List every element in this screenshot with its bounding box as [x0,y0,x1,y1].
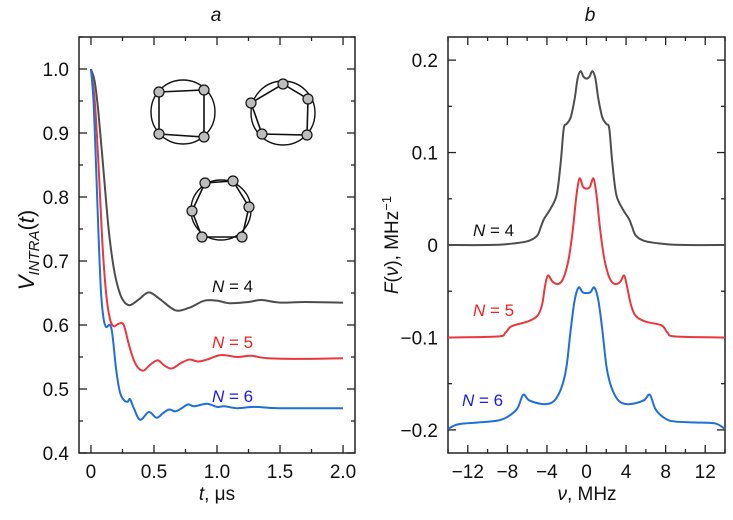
panel-b-series-n4-line [447,70,726,247]
panel-b-ticks: −12 −8 −4 0 4 8 12 −0.2 −0.1 0 0.1 0.2 [400,37,726,483]
x-tick-label: −8 [497,462,519,483]
panel-a-series-n6-line [89,68,344,421]
panel-a-label-n4: N = 4 [212,277,253,296]
inset-ring-4-sites [150,79,216,145]
y-tick-label: 0.4 [43,444,70,465]
panel-b-title: b [585,5,596,26]
panel-a: 0 0.5 1.0 1.5 2.0 0.4 0.5 0.6 0.7 0.8 0.9 1.0 t, μs… [14,36,356,505]
x-tick-label: 0.5 [141,462,167,483]
x-tick-label: 12 [695,462,716,483]
inset-ring-6-sites [186,175,255,243]
panel-a-xlabel: t, μs [199,484,235,505]
panel-a-label-n5: N = 5 [212,333,253,352]
panel-a-series-n5-line [89,68,344,372]
panel-b: −12 −8 −4 0 4 8 12 −0.2 −0.1 0 0.1 0.2 ν, MHz F(ν),… [379,36,726,505]
panel-a-ticks: 0 0.5 1.0 1.5 2.0 0.4 0.5 0.6 0.7 0.8 0.9 1.0 [43,36,356,483]
panel-b-ylabel: F(ν), MHz−1 [379,196,403,294]
x-tick-label: 0 [581,462,592,483]
y-tick-label: 0.8 [43,188,69,209]
y-tick-label: 0.2 [412,51,438,72]
panel-b-series-n6-line [447,286,726,430]
inset-ring-5-sites [245,78,316,146]
panel-b-curves [447,70,726,430]
panel-a-label-n6: N = 6 [212,387,253,406]
y-tick-label: 0.6 [43,316,69,337]
panel-b-label-n4: N = 4 [473,221,514,240]
panel-b-label-n6: N = 6 [462,391,503,410]
panel-b-series-n5-line [447,177,726,339]
x-tick-label: −12 [452,462,484,483]
x-tick-label: 4 [621,462,632,483]
x-tick-label: 0 [86,462,97,483]
y-tick-label: 0.1 [412,144,438,165]
x-tick-label: 1.0 [204,462,230,483]
y-tick-label: 0.5 [43,380,69,401]
panel-a-series-n4-line [90,68,344,312]
y-tick-label: 1.0 [43,60,69,81]
panel-b-label-n5: N = 5 [473,301,514,320]
panel-a-ylabel: VINTRA(t) [14,210,43,290]
x-tick-label: 2.0 [330,462,356,483]
x-tick-label: 8 [660,462,671,483]
x-tick-label: −4 [536,462,558,483]
panel-b-xlabel: ν, MHz [557,484,616,505]
y-tick-label: 0.7 [43,252,69,273]
x-tick-label: 1.5 [267,462,293,483]
y-tick-label: 0.9 [43,124,69,145]
panel-a-curves [89,68,344,421]
panel-a-title: a [211,5,222,26]
y-tick-label: −0.1 [400,328,438,349]
y-tick-label: −0.2 [400,421,438,442]
y-tick-label: 0 [427,236,438,257]
